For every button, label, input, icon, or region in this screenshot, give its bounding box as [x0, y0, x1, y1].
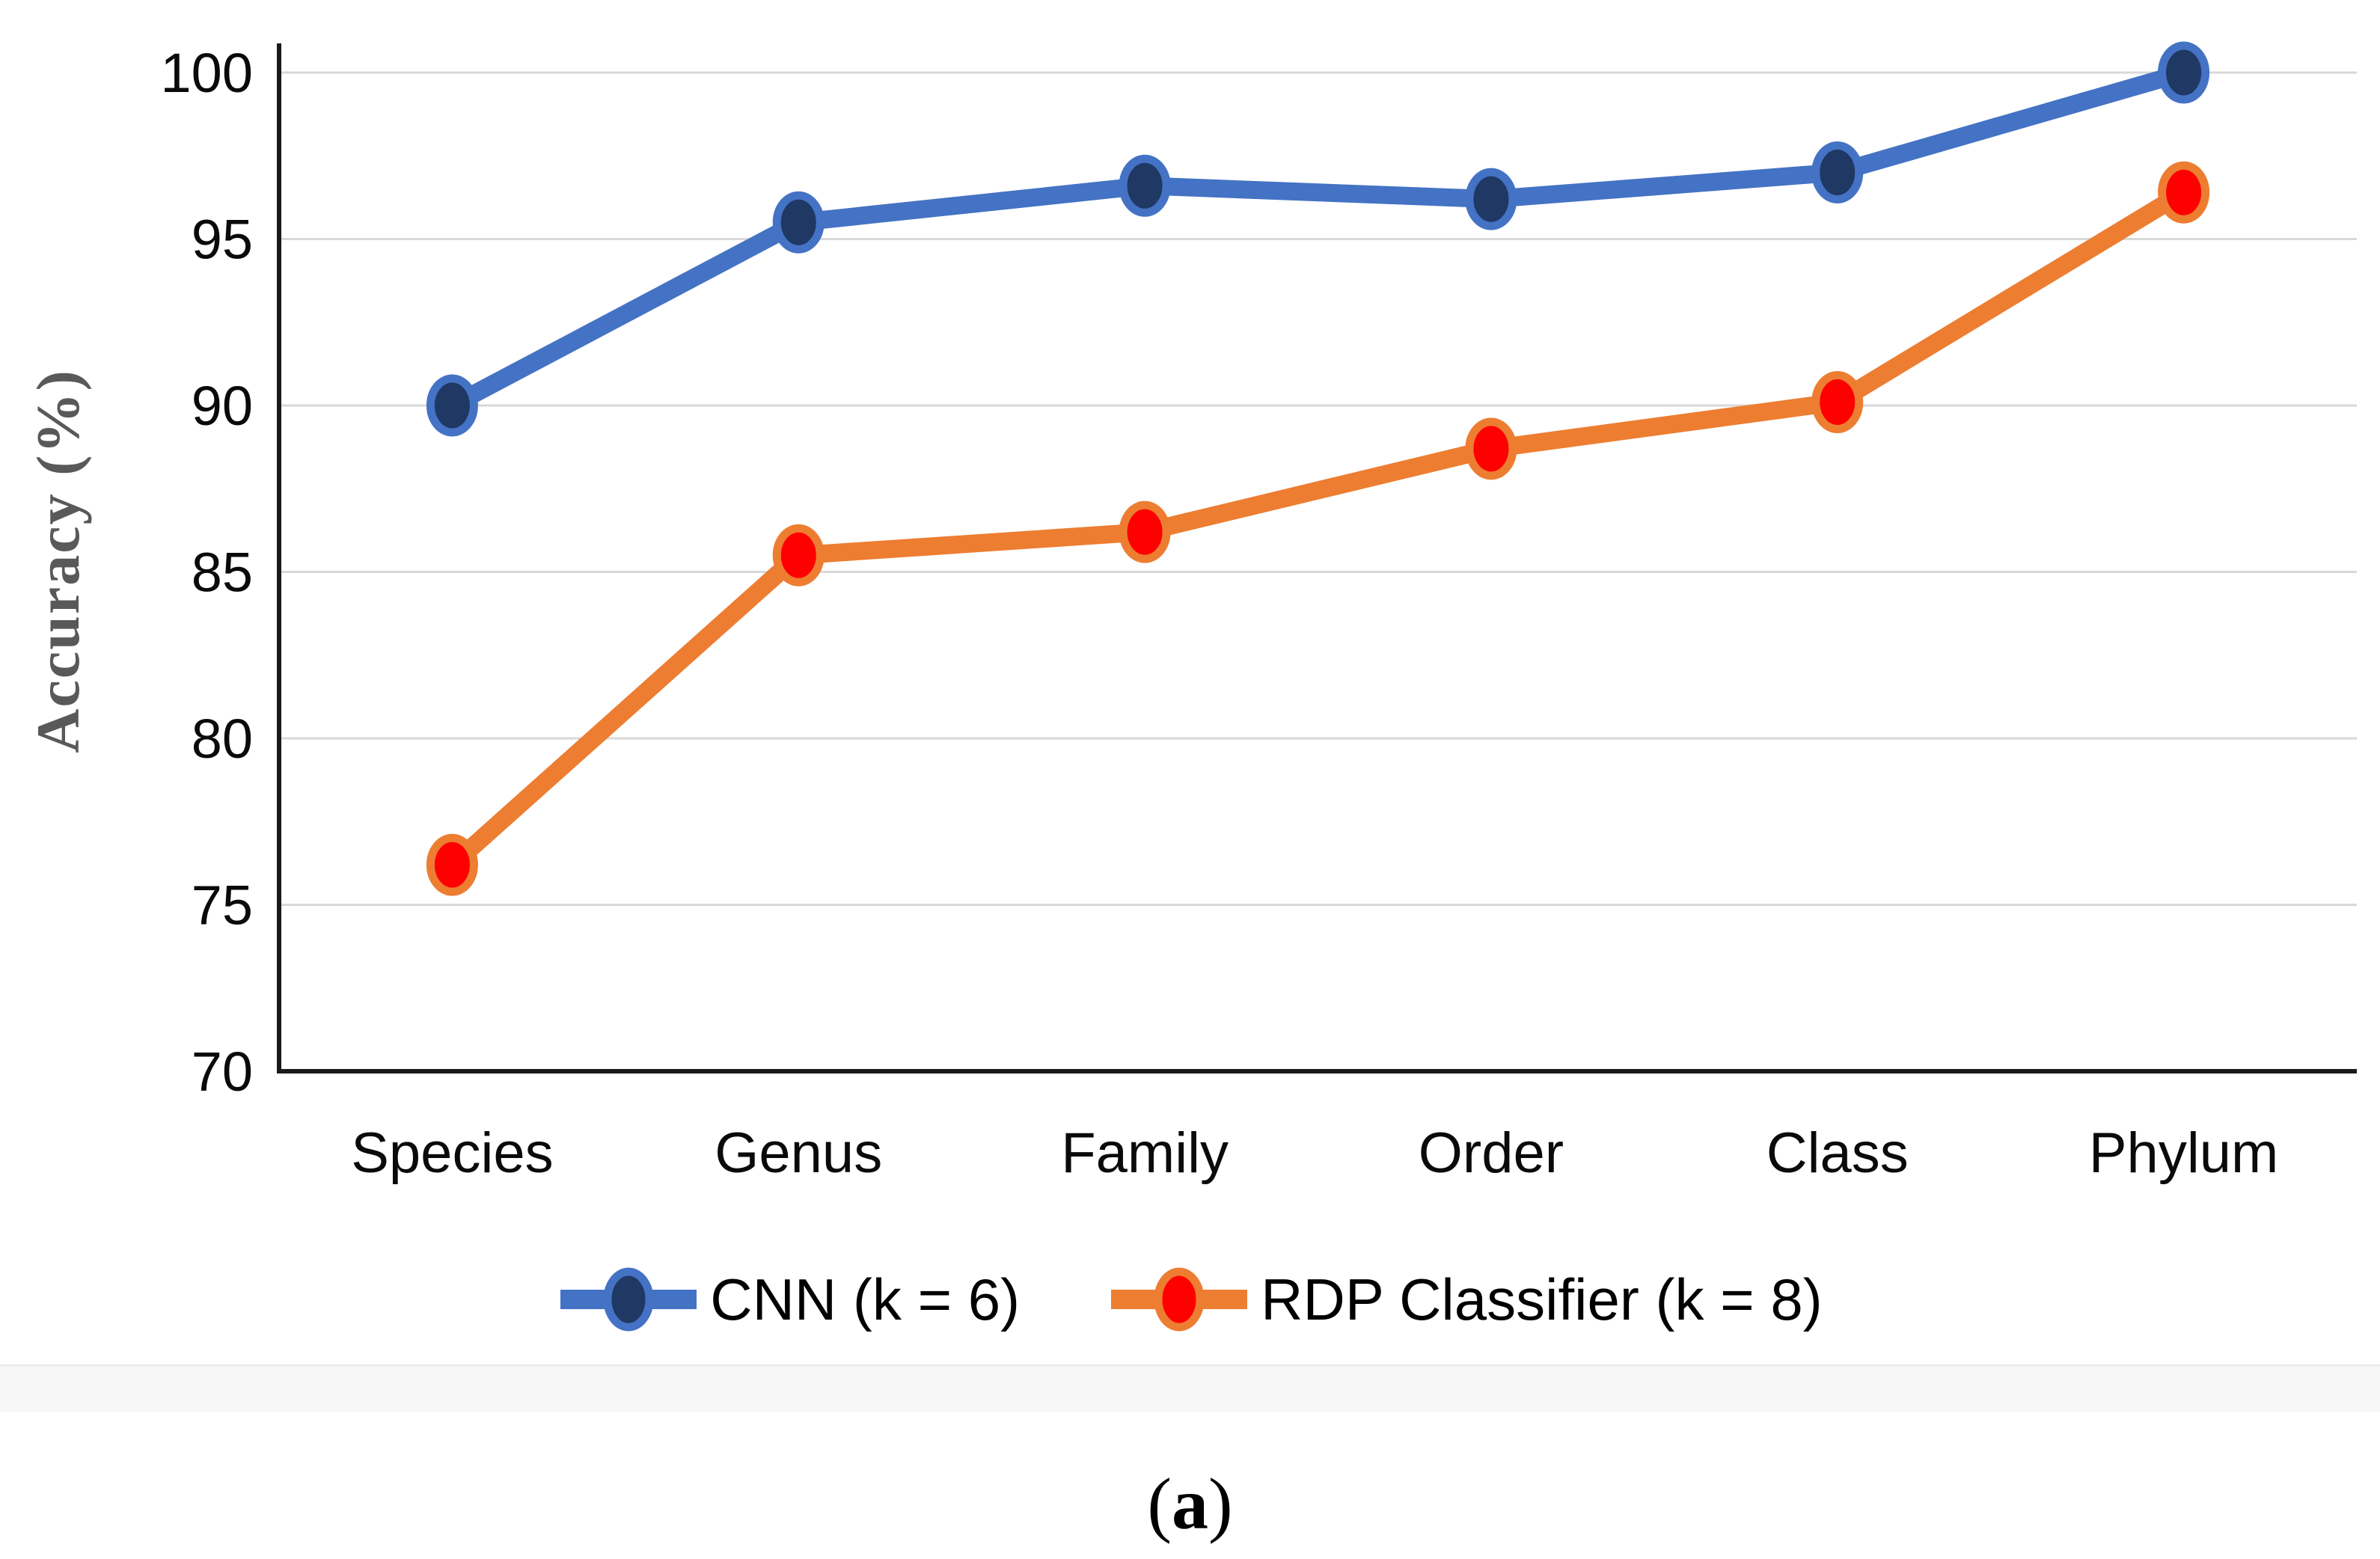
y-tick-label-75: 75 [192, 875, 253, 937]
y-gridlines [279, 71, 2357, 906]
data-point-marker [1119, 154, 1171, 217]
x-category-label-species: Species [351, 1121, 553, 1185]
legend-label-rdp: RDP Classifier (k = 8) [1261, 1266, 1823, 1332]
x-category-label-family: Family [1061, 1121, 1229, 1185]
data-point-marker [772, 191, 825, 254]
data-point-marker [1465, 417, 1517, 480]
legend-swatch-rdp [1111, 1267, 1248, 1332]
data-point-marker [1465, 168, 1517, 230]
data-point-marker [2158, 41, 2210, 104]
legend-marker-cnn [603, 1267, 654, 1332]
y-axis-title: Accuracy (%) [24, 369, 92, 753]
x-category-label-genus: Genus [715, 1121, 882, 1185]
x-category-label-order: Order [1419, 1121, 1564, 1185]
x-category-label-phylum: Phylum [2089, 1121, 2278, 1185]
data-point-marker [1119, 500, 1171, 563]
y-tick-label-70: 70 [192, 1041, 253, 1103]
series-1 [426, 161, 2210, 896]
x-category-label-class: Class [1766, 1121, 1909, 1185]
legend-label-cnn: CNN (k = 6) [710, 1266, 1021, 1332]
legend: CNN (k = 6) RDP Classifier (k = 8) [0, 1258, 2380, 1341]
series-line-0 [443, 64, 2193, 414]
data-point-marker [1811, 141, 1864, 203]
series-line-1 [443, 183, 2193, 875]
data-point-marker [1811, 371, 1864, 434]
caption-paren-open: ( [1147, 1464, 1172, 1545]
caption-letter: a [1172, 1464, 1208, 1545]
legend-swatch-cnn [560, 1267, 697, 1332]
legend-item-rdp: RDP Classifier (k = 8) [1108, 1265, 1823, 1334]
x-category-labels: Species Genus Family Order Class Phylum [351, 1121, 2278, 1185]
y-tick-label-90: 90 [192, 375, 253, 437]
data-point-marker [772, 524, 825, 586]
y-tick-label-95: 95 [192, 209, 253, 271]
legend-marker-rdp [1154, 1267, 1205, 1332]
data-point-marker [426, 374, 478, 437]
legend-item-cnn: CNN (k = 6) [557, 1265, 1020, 1334]
figure-caption: (a) [0, 1468, 2380, 1541]
y-tick-label-100: 100 [161, 42, 253, 104]
y-tick-label-85: 85 [192, 542, 253, 604]
y-tick-label-80: 80 [192, 708, 253, 770]
data-point-marker [2158, 161, 2210, 224]
separator-band [0, 1364, 2380, 1412]
series-0 [426, 41, 2210, 437]
y-tick-labels: 100 95 90 85 80 75 70 [161, 42, 253, 1103]
data-point-marker [426, 833, 478, 896]
caption-paren-close: ) [1208, 1464, 1233, 1545]
